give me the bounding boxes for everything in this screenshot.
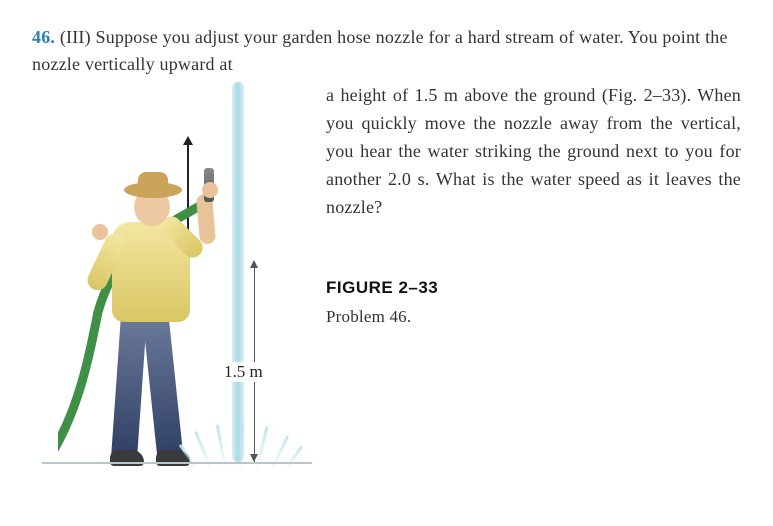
figure-illustration: 1.5 m (32, 82, 312, 482)
dimension-label: 1.5 m (222, 362, 265, 382)
water-stream (232, 82, 244, 462)
arrow-up-icon (250, 260, 258, 268)
problem-body-text: a height of 1.5 m above the ground (Fig.… (326, 82, 741, 221)
leg-right (142, 311, 184, 463)
figure-caption: FIGURE 2–33 Problem 46. (326, 275, 741, 330)
scene: 1.5 m (32, 82, 312, 482)
problem-text-column: a height of 1.5 m above the ground (Fig.… (312, 82, 741, 482)
physics-problem: 46. (III) Suppose you adjust your garden… (32, 24, 741, 482)
ground-line (42, 462, 312, 464)
leg-left (111, 311, 147, 462)
problem-number: 46. (32, 27, 55, 47)
figure-title: FIGURE 2–33 (326, 275, 741, 301)
figure-subtitle: Problem 46. (326, 304, 741, 330)
hand-right (202, 182, 218, 198)
problem-lead-text: Suppose you adjust your garden hose nozz… (32, 27, 728, 74)
person-figure (88, 162, 218, 462)
hat-icon (124, 182, 182, 198)
water-splash (182, 422, 302, 472)
problem-difficulty: (III) (60, 27, 91, 47)
content-row: 1.5 m (32, 82, 741, 482)
hand-left (92, 224, 108, 240)
problem-header: 46. (III) Suppose you adjust your garden… (32, 24, 741, 78)
